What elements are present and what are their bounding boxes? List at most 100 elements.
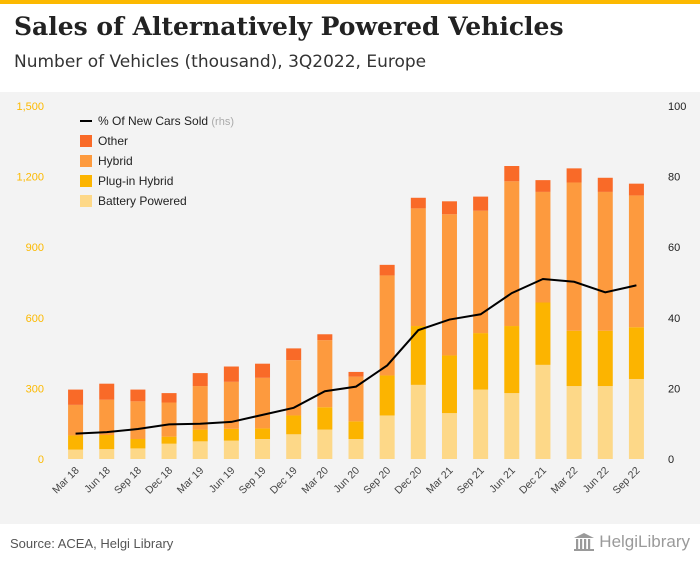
x-tick-label: Mar 22 [549,465,581,497]
bar-other-5 [192,373,208,387]
y-right-tick-label: 100 [668,101,686,113]
bar-other-10 [348,371,364,377]
bar-hybrid-3 [130,401,146,439]
x-tick-label: Jun 19 [207,465,238,496]
bar-hybrid-15 [504,181,520,327]
line-layer [75,277,637,435]
x-tick-label: Jun 21 [487,465,518,496]
x-tick-label: Mar 20 [299,465,331,497]
bar-other-14 [473,196,489,211]
bar-battery-powered-1 [68,449,84,459]
bar-hybrid-16 [535,191,551,303]
y-right-tick-label: 20 [668,383,680,395]
legend-label-hybrid: Hybrid [98,154,133,168]
bar-battery-powered-9 [317,429,333,459]
x-tick-label: Jun 20 [331,465,362,496]
legend-note-rhs: (rhs) [211,116,234,128]
bar-other-6 [223,366,239,382]
bar-layer [68,166,644,459]
bar-hybrid-13 [441,214,457,356]
bar-hybrid-2 [99,399,115,435]
bar-plug-in-hybrid-19 [628,327,644,379]
y-left-tick-label: 1,500 [16,101,44,113]
bar-plug-in-hybrid-1 [68,435,84,450]
bar-other-4 [161,393,177,403]
x-tick-label: Sep 18 [112,465,144,497]
y-left-tick-label: 0 [38,454,44,466]
x-tick-label: Sep 21 [455,465,487,497]
legend-label-battery-powered: Battery Powered [98,194,187,208]
bar-battery-powered-18 [597,386,613,459]
bar-battery-powered-12 [410,384,426,459]
bar-hybrid-19 [628,195,644,328]
x-tick-label: Sep 20 [361,465,393,497]
legend-swatch-other [80,135,92,147]
bar-other-12 [410,197,426,209]
bar-other-16 [535,180,551,192]
bar-plug-in-hybrid-10 [348,421,364,439]
library-building-icon [574,533,595,551]
bar-battery-powered-2 [99,449,115,459]
bar-plug-in-hybrid-9 [317,407,333,430]
bar-hybrid-17 [566,182,582,331]
bar-other-1 [68,389,84,405]
top-accent-bar [0,0,700,4]
y-right-tick-label: 0 [668,454,674,466]
bar-plug-in-hybrid-15 [504,326,520,394]
bar-plug-in-hybrid-5 [192,429,208,442]
bar-other-19 [628,183,644,196]
bar-plug-in-hybrid-11 [379,375,395,416]
bar-other-13 [441,201,457,215]
bar-other-2 [99,383,115,400]
bar-battery-powered-10 [348,438,364,459]
x-tick-label: Dec 21 [517,465,549,497]
x-tick-label: Dec 18 [143,465,175,497]
bar-other-3 [130,389,146,402]
bar-plug-in-hybrid-16 [535,302,551,365]
brand-logo: HelgiLibrary [573,532,690,552]
left-axis: 0 300 600 900 1,200 1,500 [16,101,44,466]
bar-hybrid-12 [410,208,426,327]
line-pct-new-cars-sold [75,277,637,435]
bar-plug-in-hybrid-14 [473,333,489,390]
legend-swatch-battery-powered [80,195,92,207]
bar-other-18 [597,177,613,192]
bar-battery-powered-17 [566,386,582,459]
y-left-tick-label: 600 [26,313,44,325]
x-tick-label: Mar 18 [50,465,82,497]
y-right-tick-label: 40 [668,313,680,325]
x-tick-label: Jun 18 [82,465,113,496]
bar-battery-powered-19 [628,378,644,459]
bar-other-15 [504,166,520,182]
bar-plug-in-hybrid-7 [255,428,271,439]
bar-plug-in-hybrid-8 [286,415,302,435]
source-note: Source: ACEA, Helgi Library [10,536,174,551]
bar-battery-powered-11 [379,415,395,459]
bar-battery-powered-13 [441,413,457,459]
bar-hybrid-1 [68,404,84,436]
bar-hybrid-18 [597,191,613,331]
brand-name: HelgiLibrary [599,532,690,551]
bar-hybrid-8 [286,360,302,416]
bar-plug-in-hybrid-4 [161,436,177,444]
bar-battery-powered-7 [255,438,271,459]
legend-label-line: % Of New Cars Sold (rhs) [98,114,234,128]
legend-swatch-hybrid [80,155,92,167]
bar-other-9 [317,334,333,341]
x-tick-label: Mar 19 [175,465,207,497]
y-left-tick-label: 1,200 [16,172,44,184]
chart-title: Sales of Alternatively Powered Vehicles [14,12,564,41]
bar-plug-in-hybrid-2 [99,434,115,450]
y-left-tick-label: 900 [26,242,44,254]
bar-other-17 [566,168,582,183]
bar-battery-powered-15 [504,393,520,459]
right-axis: 0 20 40 60 80 100 [668,101,686,466]
x-tick-label: Dec 20 [392,465,424,497]
legend-label-plug-in-hybrid: Plug-in Hybrid [98,174,173,188]
bar-plug-in-hybrid-13 [441,355,457,414]
bar-battery-powered-6 [223,440,239,459]
bar-hybrid-11 [379,275,395,376]
x-tick-label: Mar 21 [424,465,456,497]
bar-plug-in-hybrid-17 [566,330,582,387]
x-tick-label: Dec 19 [268,465,300,497]
